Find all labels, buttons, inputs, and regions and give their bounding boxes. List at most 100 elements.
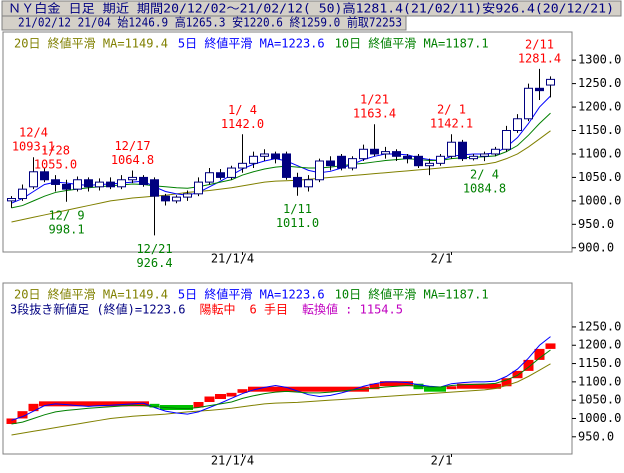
annotation-date: 1/ 4 xyxy=(228,103,257,117)
candle-body xyxy=(535,87,544,92)
annotation-value: 1093.1 xyxy=(12,140,55,154)
brick-flat xyxy=(347,386,358,392)
brick-flat xyxy=(402,381,413,387)
candle-body xyxy=(238,162,247,169)
candle-body xyxy=(29,171,38,188)
y-tick-label: 1200.0 xyxy=(578,100,621,114)
line-break-panel xyxy=(2,282,573,455)
brick-flat xyxy=(270,386,281,392)
candle-body xyxy=(117,179,126,188)
annotation-value: 1011.0 xyxy=(276,216,319,230)
x-tick-label: 21/1/4 xyxy=(211,252,254,266)
status-text: 転換値 : 1154.5 xyxy=(302,302,403,317)
candle-body xyxy=(282,153,291,178)
annotation-value: 1142.1 xyxy=(430,117,473,131)
brick xyxy=(17,411,28,419)
brick-flat xyxy=(248,386,259,392)
brick-flat xyxy=(259,386,270,392)
candle-body xyxy=(546,78,555,86)
brick-flat xyxy=(391,381,402,387)
brick-flat xyxy=(303,386,314,392)
candle-body xyxy=(304,179,313,188)
annotation-date: 2/11 xyxy=(525,37,554,51)
candle-body xyxy=(359,148,368,160)
brick xyxy=(6,418,17,424)
brick xyxy=(28,403,39,412)
candle-body xyxy=(425,162,434,167)
candle-body xyxy=(414,155,423,167)
annotation-value: 1055.0 xyxy=(34,158,77,172)
y-tick-label: 1000.0 xyxy=(578,193,621,207)
candle-body xyxy=(348,158,357,169)
brick-flat xyxy=(83,401,94,407)
y-tick-label: 1250.0 xyxy=(578,319,621,333)
y-tick-label: 1000.0 xyxy=(578,411,621,425)
candle-body xyxy=(40,171,49,181)
x-tick-label: 2/1 xyxy=(431,454,453,468)
legend-entry: 20日 終値平滑 MA=1149.4 xyxy=(14,36,168,51)
header-text: ＮＹ白金 日足 期近 期間20/12/02～21/02/12( 50)高1281… xyxy=(8,1,614,16)
annotation-date: 1/21 xyxy=(360,93,389,107)
moving-average xyxy=(11,336,551,421)
candle-body xyxy=(249,155,258,164)
candle-body xyxy=(513,118,522,132)
brick-flat xyxy=(490,383,501,389)
candle-body xyxy=(381,151,390,155)
brick xyxy=(523,359,534,371)
candle-body xyxy=(194,181,203,195)
annotation-value: 926.4 xyxy=(136,256,172,270)
brick-flat xyxy=(281,386,292,392)
candle-body xyxy=(326,160,335,167)
y-tick-label: 1250.0 xyxy=(578,76,621,90)
candle-body xyxy=(491,148,500,155)
brick-flat xyxy=(215,394,226,400)
brick xyxy=(193,402,204,408)
brick-flat xyxy=(325,386,336,392)
candle-body xyxy=(392,151,401,157)
annotation-date: 12/17 xyxy=(114,139,150,153)
brick xyxy=(534,348,545,360)
x-tick-label: 21/1/4 xyxy=(211,454,254,468)
candle-body xyxy=(337,155,346,169)
candle-body xyxy=(106,181,115,188)
candle-body xyxy=(293,176,302,188)
annotation-value: 1281.4 xyxy=(518,51,561,65)
candle-body xyxy=(128,176,137,181)
candle-body xyxy=(315,160,324,181)
candle-body xyxy=(150,179,159,197)
candle-body xyxy=(62,183,71,190)
brick-flat xyxy=(94,401,105,407)
brick-flat xyxy=(336,386,347,392)
y-tick-label: 1050.0 xyxy=(578,393,621,407)
moving-average xyxy=(11,363,551,436)
legend-entry: 5日 終値平滑 MA=1223.6 xyxy=(178,36,325,51)
candle-body xyxy=(7,198,16,202)
y-tick-label: 1150.0 xyxy=(578,356,621,370)
annotation-date: 12/ 9 xyxy=(48,208,84,222)
y-tick-label: 1150.0 xyxy=(578,123,621,137)
annotation-date: 1/28 xyxy=(41,144,70,158)
status-text: 陽転中 xyxy=(199,302,235,317)
brick-flat xyxy=(424,386,435,392)
brick-flat xyxy=(171,404,182,410)
legend-entry: 10日 終値平滑 MA=1187.1 xyxy=(335,287,489,302)
candle-body xyxy=(227,167,236,178)
brick xyxy=(204,396,215,403)
header-bar xyxy=(1,15,407,31)
annotation-date: 2/ 1 xyxy=(437,103,466,117)
brick-flat xyxy=(72,401,83,407)
candle-body xyxy=(216,172,225,178)
candle-body xyxy=(458,141,467,160)
y-tick-label: 950.0 xyxy=(578,217,614,231)
brick xyxy=(226,392,237,397)
annotation-value: 1163.4 xyxy=(353,107,396,121)
header-text: 21/02/12 21/04 始1246.9 高1265.3 安1220.6 終… xyxy=(18,15,402,30)
x-tick-label: 2/1 xyxy=(431,252,453,266)
brick-flat xyxy=(292,386,303,392)
moving-average xyxy=(11,349,551,425)
y-tick-label: 1300.0 xyxy=(578,53,621,67)
candle-body xyxy=(51,179,60,185)
candle-body xyxy=(436,155,445,164)
candle-body xyxy=(161,195,170,202)
